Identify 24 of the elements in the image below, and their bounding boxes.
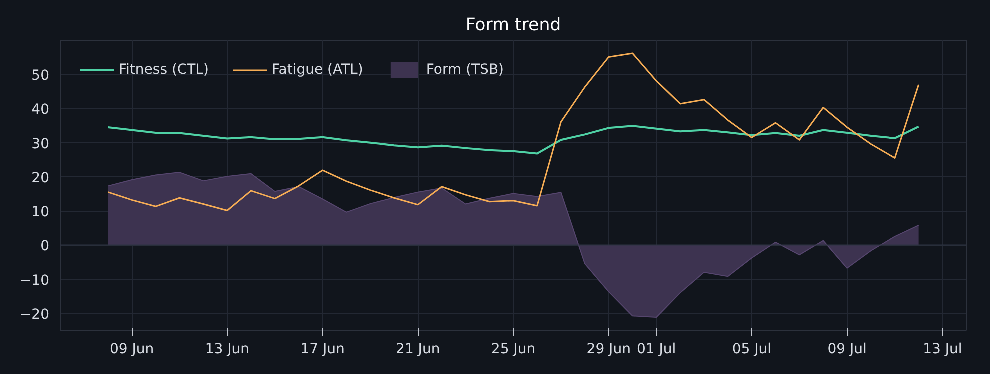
y-tick-label: 50 [32, 68, 50, 84]
y-tick-label: −10 [20, 272, 50, 289]
chart-title: Form trend [466, 16, 562, 36]
legend-label: Fatigue (ATL) [272, 62, 364, 78]
y-tick-label: 0 [40, 238, 50, 255]
line-series [107, 125, 920, 155]
y-tick-label: 10 [32, 204, 50, 221]
x-tick-label: 29 Jun [586, 342, 631, 358]
x-tick-label: 25 Jun [491, 342, 536, 358]
x-tick-label: 21 Jun [396, 342, 440, 358]
legend-label: Form (TSB) [426, 62, 504, 78]
y-tick-label: −20 [20, 306, 50, 323]
y-tick-label: 40 [32, 102, 50, 118]
y-tick-label: 20 [32, 170, 50, 186]
x-tick-label: 17 Jun [300, 342, 345, 358]
x-tick-label: 09 Jun [110, 342, 154, 358]
x-tick-label: 01 Jul [636, 342, 676, 358]
x-tick-label: 13 Jul [923, 342, 962, 358]
x-tick-label: 09 Jul [828, 342, 867, 358]
x-tick-label: 13 Jun [205, 342, 250, 358]
legend-label: Fitness (CTL) [119, 62, 209, 78]
y-tick-label: 30 [32, 136, 50, 152]
line-series [107, 52, 920, 212]
x-tick-label: 05 Jul [732, 342, 772, 358]
